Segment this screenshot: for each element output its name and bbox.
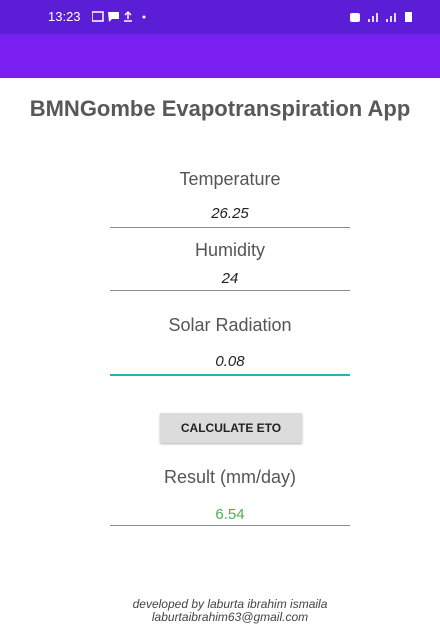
- status-icons: [92, 10, 146, 22]
- result-value: 6.54: [215, 506, 245, 523]
- input-underline-focused: [110, 374, 350, 376]
- field-input[interactable]: 24: [221, 270, 239, 287]
- result-underline: [110, 525, 350, 526]
- field-label: Solar Radiation: [168, 315, 292, 335]
- result-label: Result (mm/day): [163, 467, 297, 487]
- field-input[interactable]: 0.08: [215, 353, 245, 370]
- app-title: BMNGombe Evapotranspiration App: [29, 96, 411, 121]
- status-right-icons: [350, 12, 412, 22]
- field-label: Temperature: [179, 169, 281, 189]
- input-underline: [110, 227, 350, 228]
- status-bar: 13:23: [0, 0, 440, 34]
- toolbar: [0, 34, 440, 78]
- footer-email: laburtaibrahim63@gmail.com: [151, 610, 309, 624]
- input-underline: [110, 290, 350, 291]
- field-input[interactable]: 26.25: [211, 205, 249, 222]
- status-time: 13:23: [48, 9, 81, 24]
- field-label: Humidity: [194, 240, 265, 260]
- footer-credit: developed by laburta ibrahim ismaila: [132, 597, 328, 611]
- calculate-button[interactable]: CALCULATE ETO: [160, 413, 302, 443]
